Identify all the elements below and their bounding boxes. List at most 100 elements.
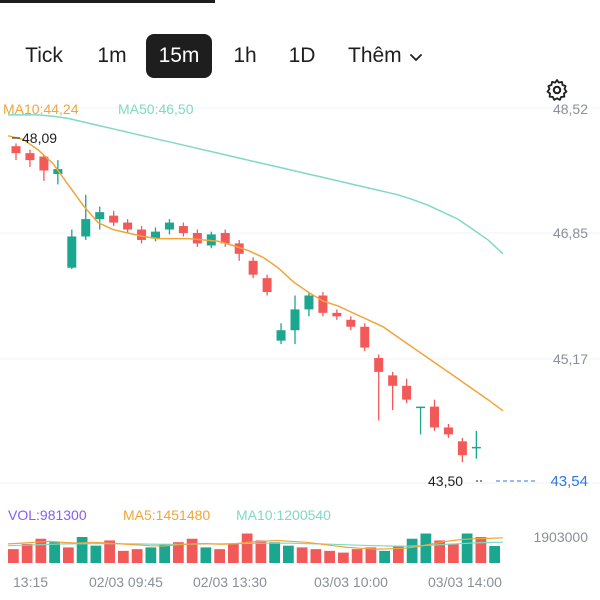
candle-body [192,233,202,244]
candle-body [262,278,272,293]
candle-body [290,309,300,331]
candlestick-chart[interactable]: MA10:44,24 MA50:46,50 48,52 46,85 45,17 … [0,88,600,600]
volume-bar [310,549,322,563]
volume-bar [434,540,445,563]
more-dropdown[interactable]: Thêm [348,34,422,78]
volume-ma5-line [7,537,504,550]
x-tick-label: 03/03 10:00 [314,574,388,590]
volume-bar [76,536,88,563]
candle-body [471,446,481,449]
indicator-lines [7,114,504,412]
volume-bar [104,540,115,563]
volume-bar [351,549,363,563]
candle-body [443,427,453,435]
candle-body [178,226,188,233]
high-price-label: 48,09 [22,130,57,146]
candle-body [276,330,286,341]
candle-body [234,243,244,254]
candle-body [360,326,370,348]
volume-bar [63,547,74,563]
volume-bar [8,549,19,563]
candle-body [25,153,35,161]
volume-bar [461,533,473,563]
candle-body [39,156,49,171]
candles [11,143,481,463]
chevron-down-icon [409,34,422,78]
ma10-label: MA10:44,24 [3,101,79,117]
ma10-line [7,135,504,412]
volume-label: VOL:981300 [8,507,87,523]
volume-bar [489,545,500,563]
volume-ma10-label: MA10:1200540 [236,507,331,523]
volume-bar [200,547,212,563]
candle-body [318,295,328,313]
volume-bar [365,547,377,563]
candle-body [346,319,356,327]
volume-bar [283,545,294,563]
x-tick-label: 03/03 14:00 [428,574,502,590]
volume-bar [159,543,170,563]
candle-body [67,236,77,268]
volume-bar [214,549,225,563]
volume-bar [475,536,487,563]
volume-bar [241,533,253,563]
volume-bar [173,542,184,563]
candle-body [95,212,105,220]
volume-bar [118,550,129,563]
candle-body [81,219,91,237]
candle-body [137,229,147,240]
top-progress-bar [0,0,215,3]
volume-bar [269,542,280,563]
volume-bar [406,538,418,563]
candle-body [402,385,412,400]
candle-body [220,233,230,244]
volume-bar [131,549,143,563]
last-price-label: 43,54 [550,473,588,490]
tab-15m[interactable]: 15m [146,34,212,78]
tab-1d[interactable]: 1D [288,44,316,67]
volume-bar [49,542,60,563]
chart-grid [0,107,600,484]
candle-body [457,441,467,456]
tab-1m[interactable]: 1m [97,44,127,67]
tab-1h[interactable]: 1h [233,44,257,67]
x-tick-label: 02/03 13:30 [193,574,267,590]
volume-bar [90,545,102,563]
volume-axis-label: 1903000 [533,529,588,545]
ma50-label: MA50:46,50 [118,101,194,117]
candle-body [416,406,426,409]
low-price-label: 43,50 [428,473,463,489]
volume-bar [296,547,308,563]
gear-icon[interactable] [545,78,569,102]
x-tick-label: 13:15 [13,574,48,590]
ma50-line [8,114,504,255]
candle-body [374,358,384,372]
x-tick-label: 02/03 09:45 [89,574,163,590]
candle-body [248,260,258,275]
more-label: Thêm [348,44,402,67]
tab-tick[interactable]: Tick [25,44,63,67]
volume-bars [7,533,504,563]
candle-body [164,222,174,230]
volume-bar [35,538,47,563]
volume-bar [21,543,33,563]
y-tick-label: 45,17 [553,351,588,367]
y-tick-label: 48,52 [553,101,588,117]
candle-body [123,222,133,230]
candle-body [109,215,119,223]
volume-bar [393,545,404,563]
volume-bar [145,547,157,563]
candle-body [332,312,342,317]
volume-ma5-label: MA5:1451480 [123,507,210,523]
candle-body [151,231,160,239]
candle-body [430,406,439,428]
volume-bar [379,550,390,563]
timeframe-tabs: Tick 1m 15m 1h 1D Thêm [0,34,600,101]
volume-bar [255,540,267,563]
volume-bar [420,533,432,563]
candle-body [11,146,21,154]
volume-bar [324,550,335,563]
y-tick-label: 46,85 [553,225,588,241]
volume-bar [228,543,239,563]
candle-body [304,295,314,310]
